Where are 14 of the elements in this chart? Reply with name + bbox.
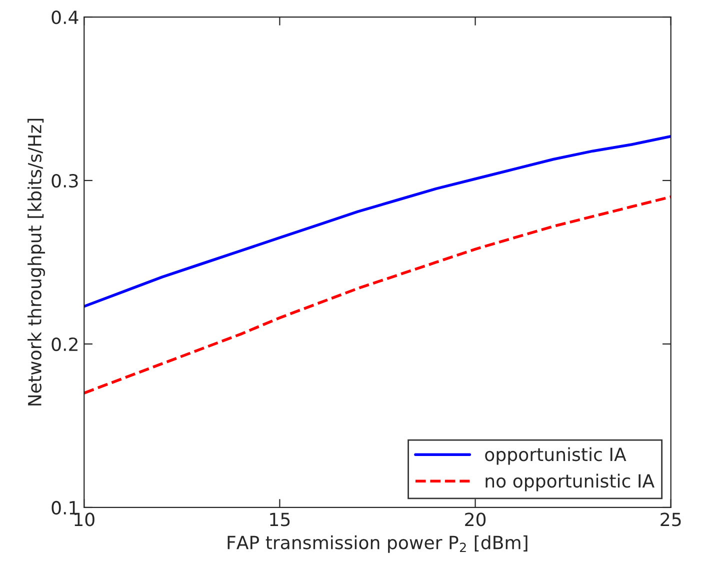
line-series (84, 195, 671, 394)
y-tick-label: 0.2 (52, 337, 78, 352)
x-tick-label: 10 (74, 512, 94, 526)
legend-label: no opportunistic IA (486, 474, 654, 492)
x-tick-label: 25 (660, 512, 681, 526)
y-tick-label: 0.4 (52, 10, 78, 24)
x-tick-label: 20 (465, 512, 486, 526)
y-tick-label: 0.1 (52, 500, 78, 515)
y-tick-label: 0.3 (52, 174, 78, 188)
y-axis-title: Network throughput [kbits/s/Hz] (28, 118, 45, 406)
legend-label: opportunistic IA (485, 447, 626, 465)
x-axis-title: FAP transmission power P$_{2}$ [dBm] (228, 535, 528, 553)
line-series (84, 134, 671, 308)
x-tick-label: 15 (270, 512, 290, 526)
